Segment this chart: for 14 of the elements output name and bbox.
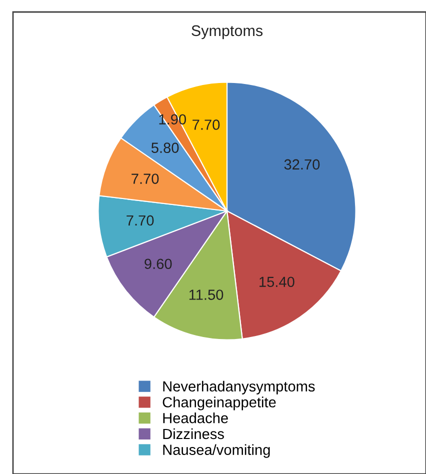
legend-label: Neverhadanysymptoms xyxy=(163,380,315,394)
data-label: 7.70 xyxy=(192,120,220,130)
legend-label: Headache xyxy=(163,412,228,424)
data-label: 9.60 xyxy=(144,258,172,270)
data-label: 7.70 xyxy=(126,215,154,226)
legend-label: Dizziness xyxy=(163,428,224,440)
legend-label: Changeinappetite xyxy=(162,396,276,410)
data-label: 32.70 xyxy=(284,159,320,170)
data-label: 7.70 xyxy=(132,174,159,184)
legend-label: Nausea/vomiting xyxy=(163,444,270,458)
data-label: 15.40 xyxy=(260,276,294,288)
data-label: 11.50 xyxy=(189,290,224,300)
data-label: 5.80 xyxy=(151,142,179,153)
chart-title: Symptoms xyxy=(192,25,263,40)
